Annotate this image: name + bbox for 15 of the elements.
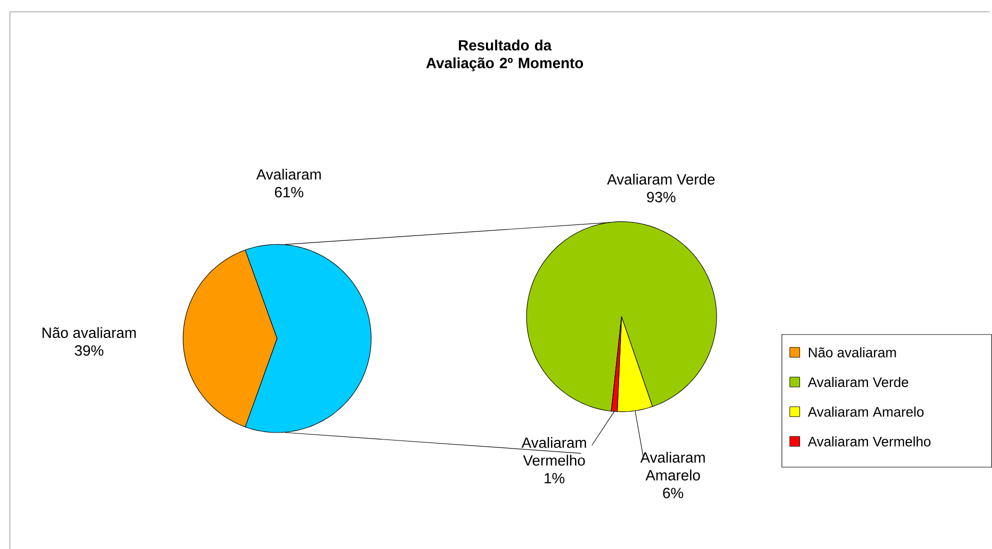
data-label: 1% <box>544 472 564 484</box>
data-label: 93% <box>647 192 676 202</box>
slice-label: Avaliaram Vermelho <box>522 436 586 466</box>
data-label: 39% <box>74 345 104 356</box>
slice-label: Não avaliaram <box>42 326 136 338</box>
legend-label: Não avaliaram <box>808 347 896 358</box>
legend-label: Avaliaram Amarelo <box>808 406 924 417</box>
data-label: 61% <box>274 186 304 198</box>
legend-label: Avaliaram Vermelho <box>808 436 930 446</box>
data-label: 6% <box>663 488 684 498</box>
slice-label: Avaliaram <box>256 168 321 180</box>
slice-label: Avaliaram Amarelo <box>640 452 705 480</box>
chart-title: Resultado da Avaliação 2º Momento <box>426 39 584 71</box>
legend-label: Avaliaram Verde <box>808 376 908 387</box>
slice-label: Avaliaram Verde <box>607 174 715 184</box>
